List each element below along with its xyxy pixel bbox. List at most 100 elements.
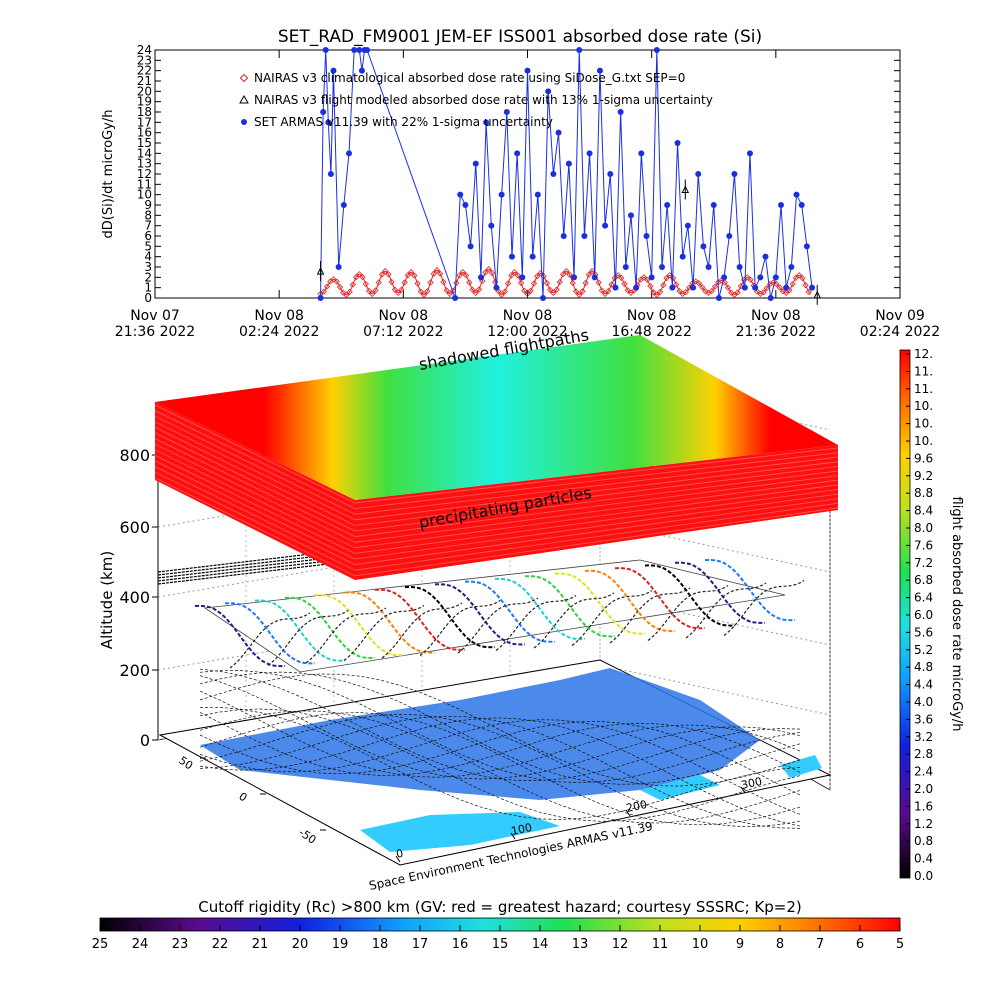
- data-point-armas: [591, 274, 598, 281]
- data-point-nairas-climatological: [608, 281, 615, 288]
- data-point-nairas-flight: [681, 185, 690, 193]
- data-point-armas: [715, 295, 722, 301]
- x-tick-label: Nov 08: [379, 308, 429, 324]
- altitude-tick-label: 600: [119, 518, 150, 537]
- data-point-armas: [762, 253, 769, 260]
- ground-track: [199, 690, 801, 778]
- slab-layer-line: [354, 456, 839, 515]
- data-point-nairas-climatological: [572, 288, 580, 295]
- flightpath-track: [343, 604, 425, 661]
- x-tick-label: 02:24 2022: [239, 324, 319, 340]
- data-point-nairas-climatological: [469, 286, 476, 293]
- data-point-armas: [477, 274, 484, 281]
- dose-colorbar-tick-label: 1.2: [914, 817, 933, 831]
- ground-track: [199, 671, 801, 785]
- data-point-nairas-climatological: [417, 288, 424, 295]
- rigidity-colorbar-tick-label: 17: [412, 937, 429, 952]
- data-point-armas: [659, 264, 666, 270]
- slab-layer-line: [354, 498, 839, 565]
- slab-layer-line: [354, 507, 839, 577]
- map-landmass: [360, 812, 560, 852]
- ground-track: [199, 713, 801, 827]
- data-point-nairas-climatological: [660, 281, 667, 289]
- slab-layer-line: [354, 489, 839, 554]
- x-tick-label: Nov 08: [254, 308, 304, 324]
- dose-colorbar-tick-label: 4.8: [914, 660, 933, 674]
- flightpath-track: [229, 612, 311, 669]
- data-point-nairas-climatological: [698, 284, 706, 291]
- data-point-armas: [550, 171, 557, 177]
- data-point-armas: [364, 47, 371, 53]
- data-point-nairas-climatological: [773, 280, 780, 288]
- data-point-armas: [664, 202, 671, 208]
- slab-layer-line: [154, 471, 356, 571]
- data-point-nairas-climatological: [647, 283, 654, 290]
- data-point-armas: [335, 264, 342, 270]
- data-point-nairas-climatological: [805, 288, 812, 296]
- y-tick-label: 21: [137, 74, 152, 88]
- data-point-armas: [757, 274, 764, 281]
- data-point-armas: [648, 274, 655, 281]
- data-point-nairas-climatological: [598, 287, 605, 294]
- x-tick-label: Nov 07: [130, 308, 180, 324]
- data-point-armas: [726, 233, 733, 239]
- data-point-armas: [472, 160, 479, 167]
- data-point-nairas-climatological: [508, 272, 515, 279]
- data-point-nairas-climatological: [446, 290, 454, 297]
- data-point-nairas-climatological: [695, 280, 702, 287]
- data-point-armas: [483, 119, 490, 126]
- flightpath-track: [609, 587, 691, 644]
- dose-colorbar-tick-label: 10.: [914, 417, 933, 431]
- data-point-nairas-climatological: [543, 279, 551, 287]
- ground-tracks: [199, 668, 801, 829]
- data-point-armas: [710, 202, 717, 208]
- dose-colorbar: [899, 349, 911, 879]
- data-point-armas: [545, 88, 552, 95]
- data-point-nairas-climatological: [530, 280, 538, 287]
- flightpath-tracks: [194, 558, 805, 669]
- data-point-nairas-climatological: [472, 289, 479, 296]
- legend-marker: [239, 94, 249, 104]
- data-point-nairas-climatological: [362, 280, 369, 288]
- ground-track: [199, 712, 801, 826]
- rigidity-colorbar-tick-label: 11: [652, 937, 669, 952]
- data-point-armas: [622, 264, 629, 270]
- data-point-nairas-climatological: [673, 281, 680, 288]
- dose-colorbar-tick-label: 2.0: [914, 782, 933, 796]
- slab-layer-line: [154, 415, 356, 515]
- data-point-armas: [736, 264, 743, 270]
- dose-colorbar-tick-label: 0.0: [914, 869, 933, 883]
- longitude-tick-label: 100: [510, 821, 533, 838]
- map-landmass: [640, 775, 720, 800]
- data-point-armas: [679, 253, 686, 260]
- data-point-armas: [320, 109, 327, 115]
- flightpath-track: [404, 585, 496, 649]
- rigidity-colorbar-tick-label: 21: [252, 937, 269, 952]
- data-point-nairas-climatological: [521, 287, 528, 294]
- data-point-armas: [653, 47, 660, 53]
- y-tick-label: 0: [144, 291, 152, 305]
- slab-layer-line: [354, 447, 839, 504]
- flightpath-edge-line: [157, 558, 346, 582]
- flightpath-track: [419, 599, 501, 656]
- map-landmass: [780, 755, 822, 778]
- data-point-nairas-climatological: [563, 268, 570, 275]
- rigidity-colorbar-ticks: 25 24 23 22 21 20 19 18 17 16 15 14 13 12 11 10 9 8 7 6 5: [92, 925, 904, 952]
- data-point-nairas-climatological: [372, 287, 379, 294]
- dose-colorbar-tick-label: 11.: [914, 364, 933, 378]
- dose-colorbar-tick-label: 10.: [914, 434, 933, 448]
- rigidity-colorbar-tick-label: 25: [92, 937, 109, 952]
- flightpath-track: [614, 567, 706, 630]
- data-point-armas: [560, 233, 567, 239]
- altitude-axis-label: Altitude (km): [98, 551, 116, 649]
- y-tick-label: 20: [137, 84, 152, 98]
- data-point-nairas-climatological: [504, 280, 512, 287]
- data-point-nairas-climatological: [553, 286, 560, 293]
- data-point-nairas-climatological: [524, 290, 531, 297]
- data-point-armas: [783, 284, 790, 291]
- data-point-nairas-climatological: [385, 271, 392, 278]
- slab-layer-line: [354, 475, 839, 537]
- longitude-ticks: 0 100 200 300: [395, 775, 763, 863]
- longitude-tick: [625, 809, 631, 817]
